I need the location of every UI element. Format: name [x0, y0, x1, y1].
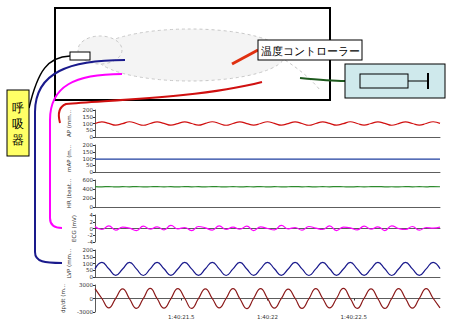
svg-text:呼吸器: 呼吸器: [12, 101, 24, 147]
svg-text:0: 0: [90, 134, 94, 140]
svg-text:200: 200: [83, 142, 94, 148]
svg-text:0: 0: [90, 274, 94, 280]
svg-text:-2: -2: [88, 232, 93, 238]
svg-text:-3000: -3000: [77, 309, 93, 315]
svg-text:0: 0: [90, 296, 94, 302]
svg-text:200: 200: [83, 195, 94, 201]
svg-text:1:40:22.5: 1:40:22.5: [341, 314, 368, 320]
svg-text:200: 200: [83, 247, 94, 253]
svg-text:200: 200: [83, 107, 94, 113]
svg-text:-4: -4: [88, 239, 94, 245]
svg-text:1:40:22: 1:40:22: [257, 314, 278, 320]
svg-text:0: 0: [90, 204, 94, 210]
svg-text:LVP (mm...: LVP (mm...: [66, 249, 72, 279]
svg-text:AP (mm...: AP (mm...: [66, 110, 72, 137]
svg-text:HR (beat...: HR (beat...: [66, 179, 72, 209]
svg-text:100: 100: [83, 156, 94, 162]
svg-text:0: 0: [90, 169, 94, 175]
svg-text:mAP (m...: mAP (m...: [66, 145, 72, 172]
svg-text:150: 150: [83, 114, 94, 120]
svg-text:0: 0: [90, 226, 94, 232]
svg-text:400: 400: [83, 186, 94, 192]
svg-text:100: 100: [83, 121, 94, 127]
svg-text:150: 150: [83, 254, 94, 260]
svg-text:3000: 3000: [79, 282, 93, 288]
svg-text:温度コントローラー: 温度コントローラー: [261, 45, 360, 58]
svg-text:4: 4: [90, 212, 94, 218]
svg-text:2: 2: [90, 219, 94, 225]
svg-text:100: 100: [83, 261, 94, 267]
svg-text:dp/dt (m...: dp/dt (m...: [60, 284, 67, 313]
svg-text:1:40:21.5: 1:40:21.5: [168, 314, 195, 320]
svg-text:600: 600: [83, 177, 94, 183]
svg-text:50: 50: [86, 127, 93, 133]
svg-text:ECG (mV): ECG (mV): [71, 215, 77, 242]
svg-text:50: 50: [86, 267, 93, 273]
svg-text:150: 150: [83, 149, 94, 155]
svg-text:50: 50: [86, 162, 93, 168]
